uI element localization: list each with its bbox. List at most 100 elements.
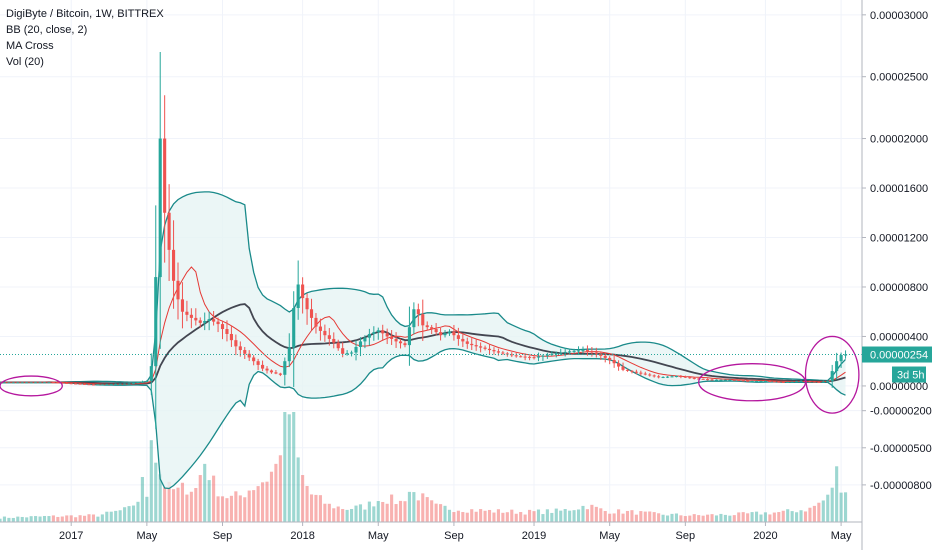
volume-bar	[345, 509, 349, 522]
candle-body	[835, 361, 839, 372]
volume-bar	[318, 495, 322, 522]
volume-bar	[754, 511, 759, 522]
volume-bar	[648, 511, 652, 522]
candle-body	[225, 329, 229, 334]
volume-bar	[679, 515, 683, 522]
volume-bar	[212, 475, 216, 522]
volume-bar	[91, 514, 96, 522]
volume-bar	[732, 515, 736, 522]
candle-body	[354, 346, 358, 353]
volume-bar	[283, 412, 287, 522]
volume-bar	[136, 501, 140, 522]
candle-body	[252, 357, 256, 362]
candle-body	[318, 326, 322, 331]
volume-bar	[385, 503, 389, 522]
volume-bar	[167, 481, 171, 522]
volume-bar	[452, 512, 456, 522]
volume-bar	[554, 508, 558, 522]
candle-body	[127, 383, 131, 385]
candle-body	[839, 355, 843, 362]
volume-bar	[617, 509, 621, 522]
legend-title[interactable]: DigiByte / Bitcoin, 1W, BITTREX	[6, 8, 164, 20]
candle-body	[385, 333, 389, 337]
volume-bar	[131, 505, 136, 522]
candle-body	[403, 343, 407, 346]
legend-vol[interactable]: Vol (20)	[6, 56, 44, 68]
volume-bar	[238, 495, 242, 522]
candle-body	[759, 380, 763, 382]
volume-bar	[474, 511, 478, 522]
candle-body	[412, 309, 416, 328]
volume-bar	[287, 414, 291, 522]
candle-body	[261, 364, 265, 369]
volume-bar	[559, 510, 563, 522]
volume-bar	[0, 518, 2, 522]
volume-bar	[608, 513, 612, 522]
volume-bar	[412, 492, 416, 522]
volume-bar	[189, 491, 193, 522]
candle-body	[82, 383, 87, 385]
candle-body	[465, 341, 469, 344]
volume-bar	[799, 510, 803, 522]
candle-body	[296, 284, 300, 309]
candle-body	[772, 381, 776, 383]
volume-bar	[185, 494, 189, 522]
candle-body	[430, 327, 434, 330]
y-tick-label: 0.00003000	[870, 10, 928, 22]
volume-bar	[701, 515, 705, 522]
candle-body	[372, 332, 376, 334]
x-axis-ticks[interactable]: 2017 May Sep 2018 May Sep 2019 May Sep 2020 May	[59, 522, 852, 542]
candle-body	[394, 338, 398, 342]
candle-body	[100, 384, 104, 386]
volume-bar	[523, 514, 527, 522]
volume-bar	[180, 482, 185, 522]
x-tick-label: May	[368, 530, 389, 542]
candle-body	[541, 355, 545, 357]
volume-bar	[278, 455, 282, 522]
candle-body	[381, 330, 385, 334]
volume-bar	[194, 487, 198, 522]
volume-bar	[550, 512, 554, 522]
volume-bar	[82, 515, 87, 522]
volume-bar	[625, 510, 630, 522]
volume-bar	[621, 513, 625, 522]
candle-body	[7, 382, 11, 384]
candle-body	[11, 382, 15, 384]
volume-bar	[47, 516, 51, 522]
candle-body	[323, 330, 327, 336]
candle-body	[220, 324, 225, 330]
countdown-badge: 3d 5h	[897, 370, 925, 382]
candle-body	[514, 355, 518, 357]
candle-body	[496, 351, 500, 353]
candle-body	[167, 212, 171, 250]
volume-bar	[425, 497, 429, 522]
y-axis-ticks[interactable]: 0.00003000 0.00002500 0.00002000 0.00001600…	[862, 10, 932, 492]
legend-ma-cross[interactable]: MA Cross	[6, 40, 54, 52]
candle-body	[363, 337, 367, 342]
candle-body	[345, 353, 349, 355]
candle-body	[665, 376, 670, 378]
candle-body	[710, 379, 714, 381]
volume-bar	[688, 515, 692, 522]
volume-bar	[327, 503, 331, 522]
candle-body	[74, 383, 78, 385]
volume-bar	[416, 500, 420, 522]
candle-body	[314, 317, 318, 327]
x-tick-label: 2020	[753, 530, 777, 542]
candle-body	[421, 314, 425, 326]
candle-body	[149, 366, 153, 381]
volume-bar	[719, 513, 723, 522]
volume-bar	[225, 498, 229, 522]
legend-bb[interactable]: BB (20, close, 2)	[6, 24, 88, 36]
x-tick-label: 2018	[290, 530, 314, 542]
candle-body	[25, 382, 29, 384]
volume-bar	[741, 512, 745, 522]
candle-body	[683, 376, 687, 378]
candle-body	[105, 384, 109, 386]
volume-bar	[87, 514, 91, 522]
candle-body	[790, 381, 794, 383]
candle-body	[42, 382, 47, 384]
candle-body	[376, 330, 380, 333]
